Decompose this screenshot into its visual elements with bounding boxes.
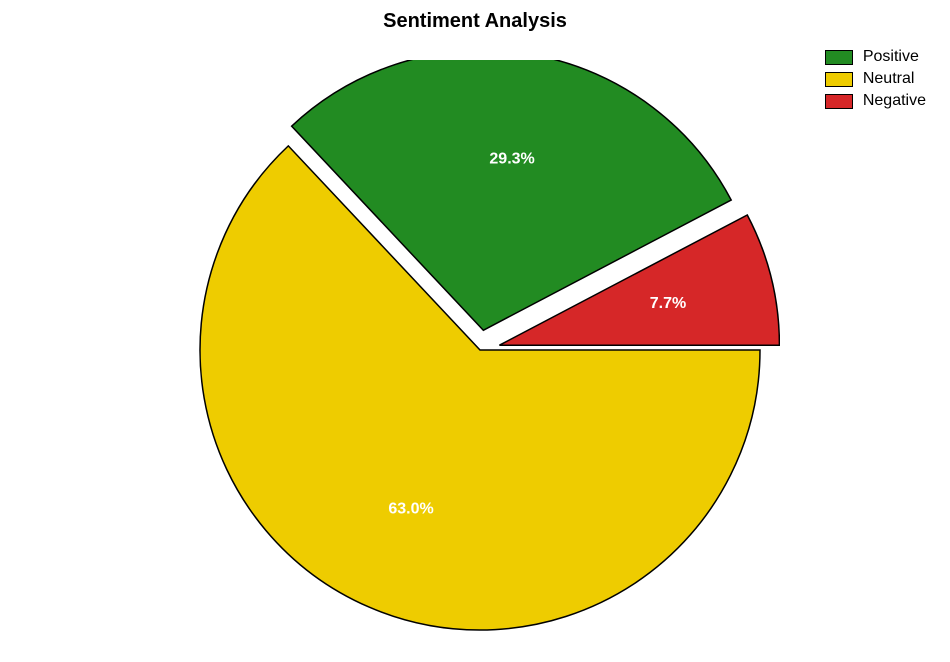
- pie-chart: 63.0% 29.3% 7.7%: [180, 60, 780, 640]
- legend-item-negative: Negative: [825, 92, 926, 110]
- pie-label-neutral: 63.0%: [388, 501, 433, 518]
- legend-swatch-negative: [825, 94, 853, 109]
- chart-title: Sentiment Analysis: [0, 10, 950, 33]
- legend: Positive Neutral Negative: [825, 48, 926, 114]
- pie-label-positive: 29.3%: [489, 150, 534, 167]
- legend-label-negative: Negative: [863, 92, 926, 110]
- legend-swatch-positive: [825, 50, 853, 65]
- legend-swatch-neutral: [825, 72, 853, 87]
- pie-label-negative: 7.7%: [650, 295, 686, 312]
- legend-item-neutral: Neutral: [825, 70, 926, 88]
- legend-label-positive: Positive: [863, 48, 919, 66]
- legend-label-neutral: Neutral: [863, 70, 915, 88]
- legend-item-positive: Positive: [825, 48, 926, 66]
